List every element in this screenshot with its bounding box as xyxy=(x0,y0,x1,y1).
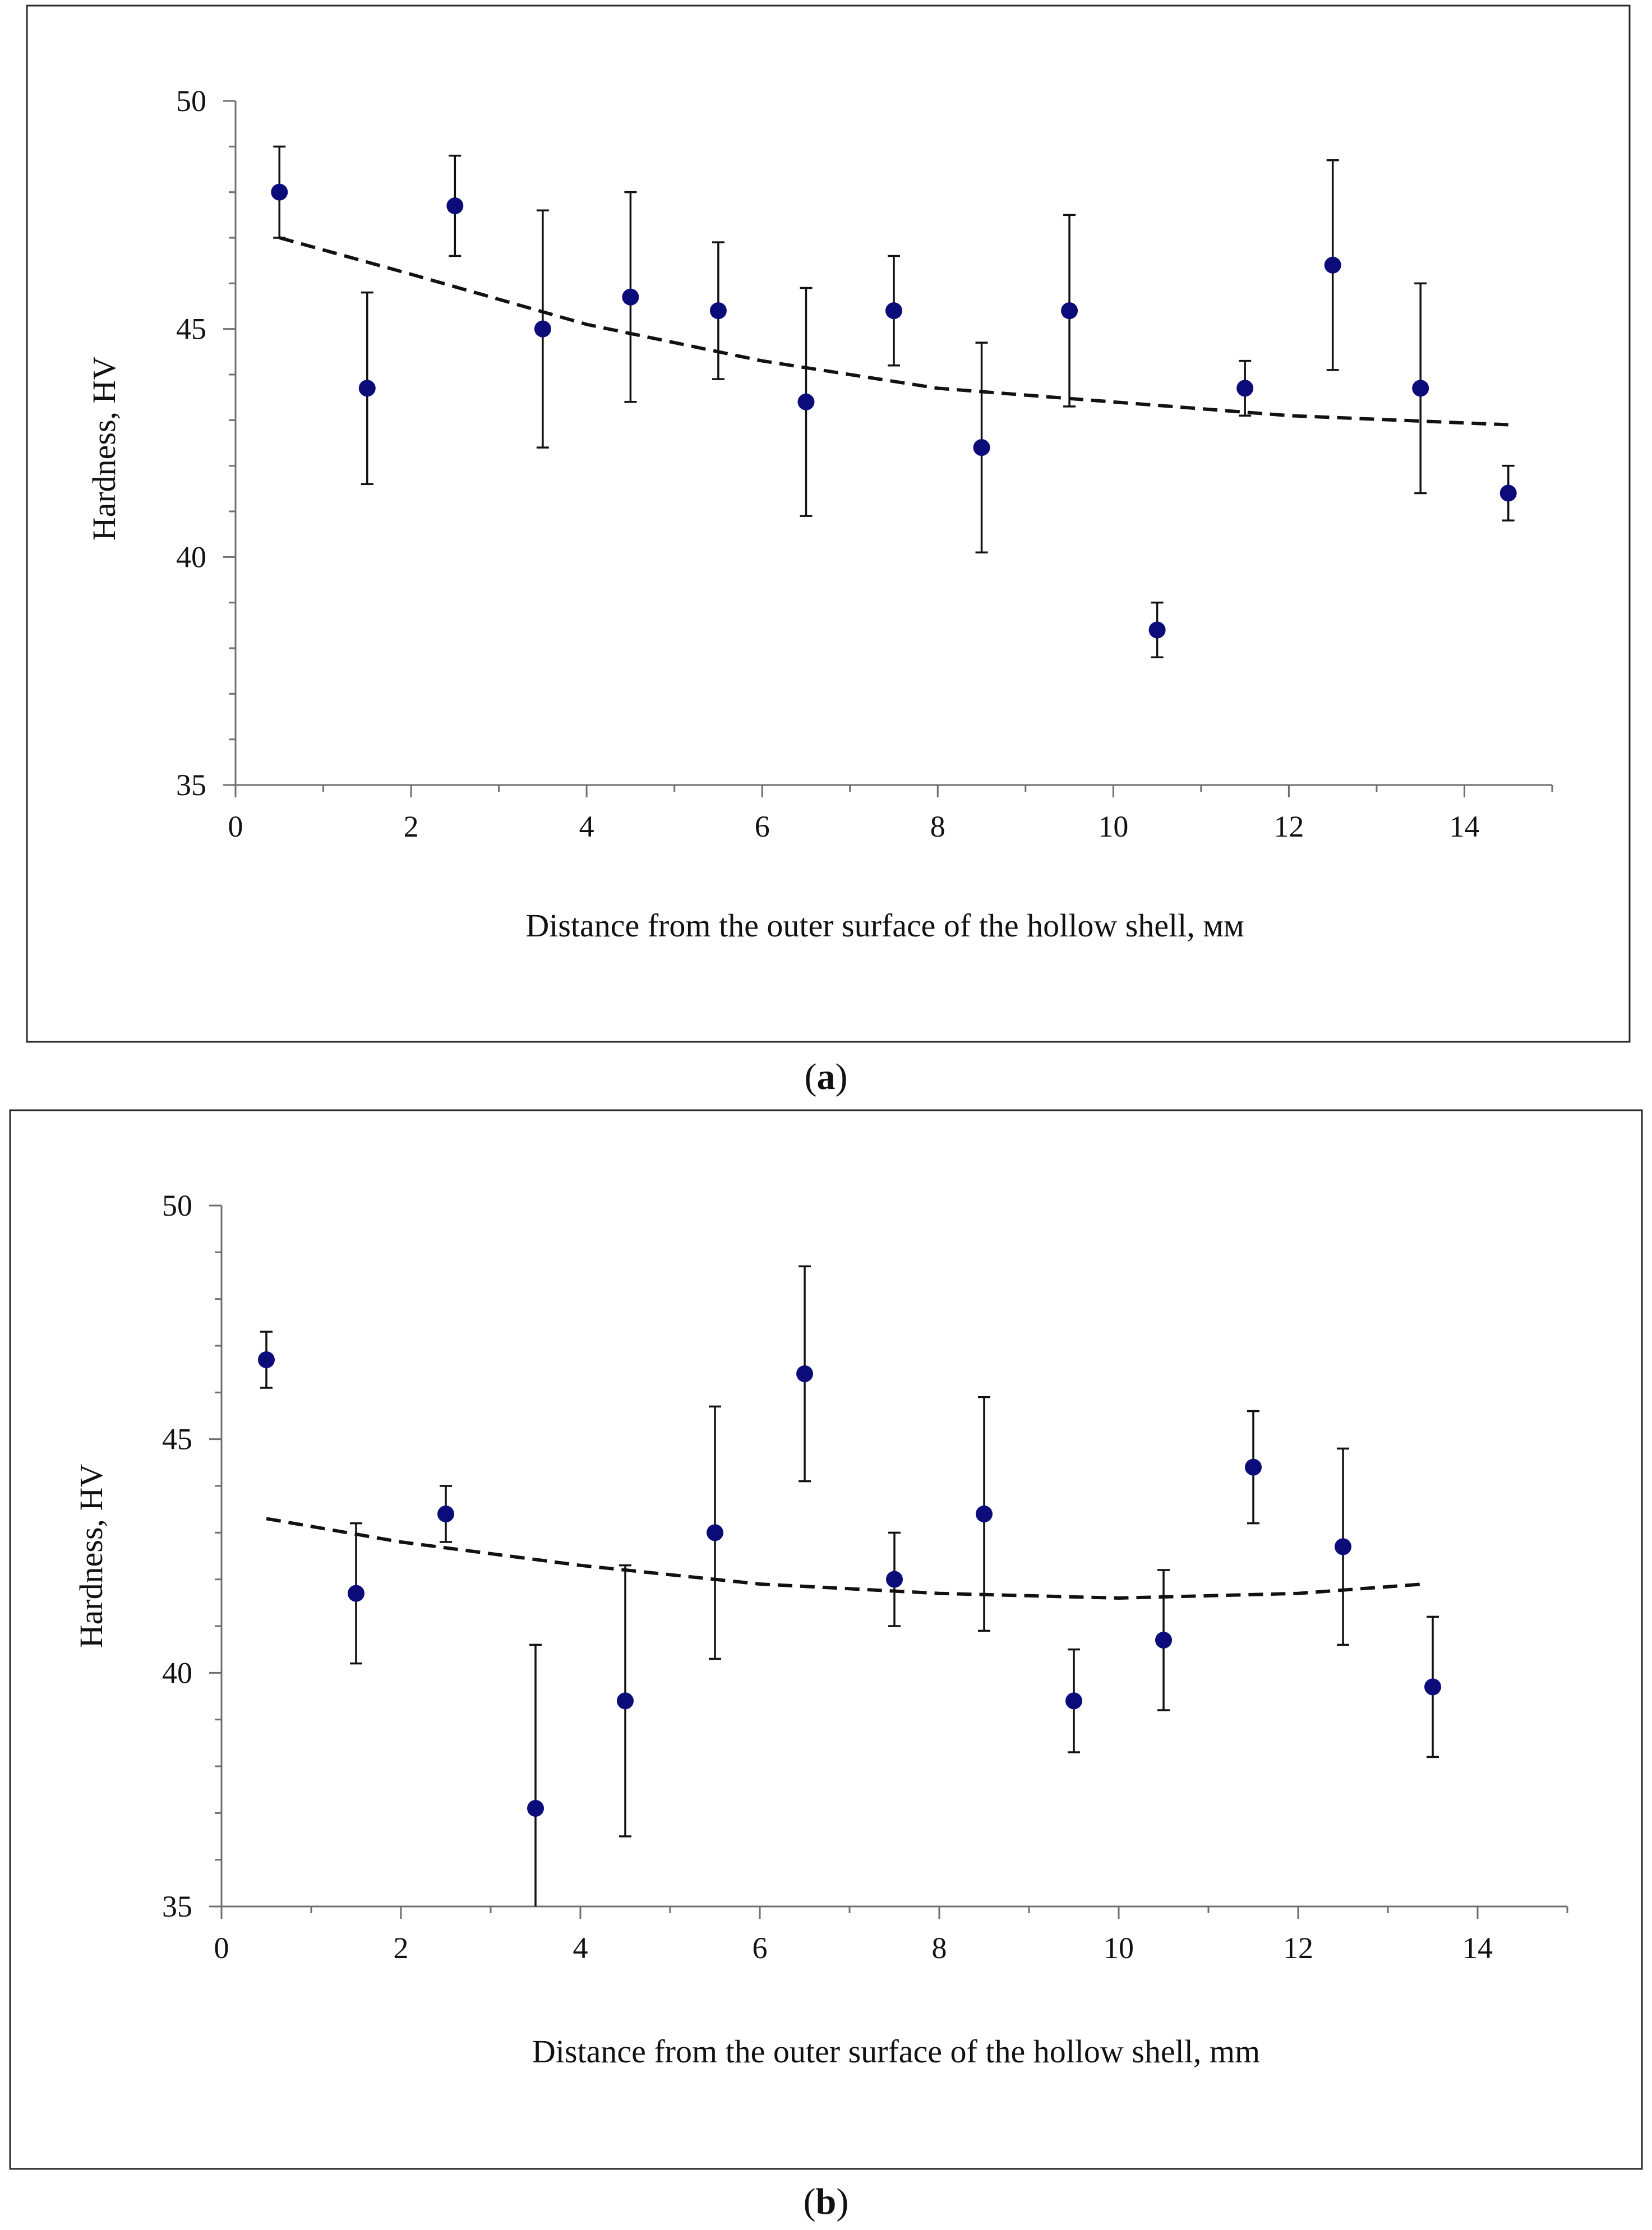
panel-a-label-letter: a xyxy=(817,1056,836,1097)
data-point xyxy=(796,1365,813,1382)
panel-a-y-axis-title: Hardness, HV xyxy=(86,357,122,541)
panel-b-label: (b) xyxy=(804,2181,849,2222)
x-tick-label: 8 xyxy=(930,810,945,843)
x-tick-label: 4 xyxy=(579,810,594,843)
x-tick-label: 10 xyxy=(1098,810,1128,843)
data-point xyxy=(1412,380,1429,397)
x-tick-label: 14 xyxy=(1449,810,1479,843)
x-tick-label: 2 xyxy=(404,810,419,843)
data-point xyxy=(1065,1692,1082,1710)
trendline xyxy=(266,1517,1424,1600)
panel-a-axes: 0 2 4 6 8 10 12 14 35 40 45 50 xyxy=(176,84,1553,843)
x-tick-label: 12 xyxy=(1273,810,1304,843)
panel-b-y-axis-title: Hardness, HV xyxy=(73,1464,109,1649)
data-point xyxy=(973,439,990,456)
y-tick-label: 50 xyxy=(162,1189,192,1222)
panel-b-x-axis-title: Distance from the outer surface of the h… xyxy=(532,2033,1260,2070)
data-point xyxy=(1236,380,1254,397)
data-point xyxy=(1061,302,1078,320)
data-point xyxy=(622,288,639,306)
data-point xyxy=(1245,1458,1262,1476)
x-tick-label: 6 xyxy=(753,1931,768,1965)
data-point xyxy=(271,183,288,201)
data-point xyxy=(797,393,815,410)
data-point xyxy=(358,380,376,397)
data-point xyxy=(1155,1632,1172,1649)
panel-b-axes: 0 2 4 6 8 10 12 14 35 40 45 50 xyxy=(162,1189,1568,1965)
panel-b: 0 2 4 6 8 10 12 14 35 40 45 50 Distance from the ou… xyxy=(9,1109,1643,2222)
data-point xyxy=(527,1800,544,1817)
data-point xyxy=(1324,256,1341,274)
panel-a: 0 2 4 6 8 10 12 14 35 40 45 50 Distance from the ou… xyxy=(26,4,1631,1097)
data-point xyxy=(709,302,727,320)
panel-a-label: (a) xyxy=(805,1056,848,1097)
x-tick-label: 8 xyxy=(932,1931,947,1965)
x-tick-label: 12 xyxy=(1283,1931,1313,1965)
panel-a-x-axis-title: Distance from the outer surface of the h… xyxy=(525,907,1244,944)
data-point xyxy=(976,1506,993,1522)
x-tick-label: 4 xyxy=(573,1931,588,1965)
data-point xyxy=(885,302,902,320)
panel-b-marks xyxy=(258,1265,1441,1906)
data-point xyxy=(1148,621,1166,639)
data-point xyxy=(707,1524,723,1541)
panel-b-frame xyxy=(9,1109,1643,2170)
data-point xyxy=(446,197,464,215)
data-point xyxy=(348,1585,364,1602)
data-point xyxy=(1499,484,1517,502)
panel-a-frame xyxy=(26,4,1631,1043)
data-point xyxy=(534,320,551,338)
data-point xyxy=(617,1692,634,1710)
data-point xyxy=(1335,1538,1351,1555)
y-tick-label: 40 xyxy=(162,1656,192,1689)
x-tick-label: 0 xyxy=(228,810,243,843)
y-tick-label: 35 xyxy=(162,1890,192,1923)
y-tick-label: 40 xyxy=(176,540,206,574)
data-point xyxy=(258,1351,275,1368)
panel-a-marks xyxy=(271,145,1517,659)
y-tick-label: 35 xyxy=(176,768,206,802)
data-point xyxy=(437,1506,454,1522)
y-tick-label: 45 xyxy=(176,312,206,346)
data-point xyxy=(1424,1678,1441,1696)
x-tick-label: 10 xyxy=(1104,1931,1134,1965)
y-tick-label: 50 xyxy=(176,84,206,118)
y-tick-label: 45 xyxy=(162,1423,192,1456)
data-point xyxy=(886,1571,903,1588)
trendline xyxy=(279,236,1508,427)
x-tick-label: 2 xyxy=(394,1931,409,1965)
x-tick-label: 6 xyxy=(755,810,770,843)
x-tick-label: 14 xyxy=(1462,1931,1493,1965)
panel-b-label-letter: b xyxy=(816,2181,837,2222)
x-tick-label: 0 xyxy=(214,1931,229,1965)
